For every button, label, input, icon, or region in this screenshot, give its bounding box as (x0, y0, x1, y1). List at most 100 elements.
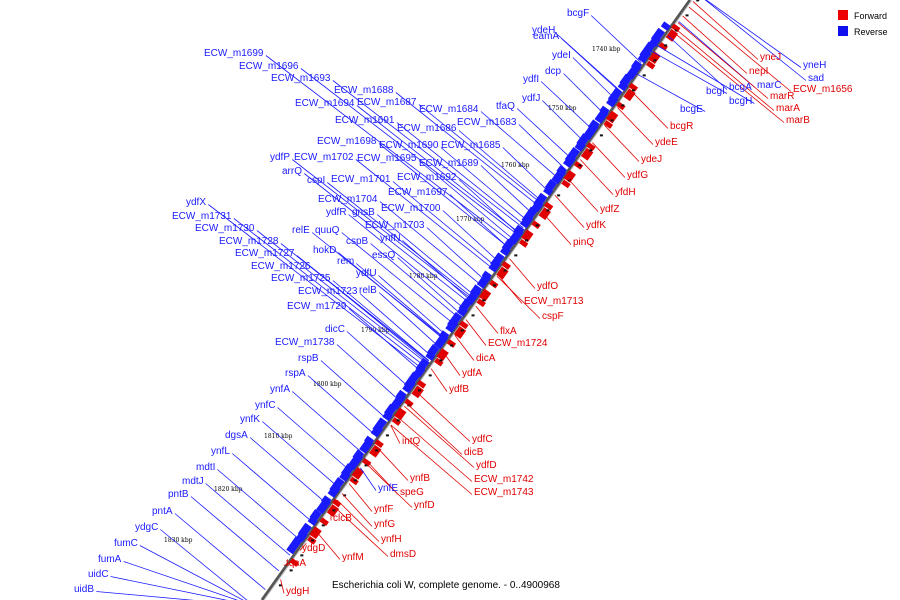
gene-glyph[interactable] (508, 227, 524, 245)
gene-glyph[interactable] (594, 108, 609, 124)
gene-label[interactable]: ECW_m1731 (172, 211, 232, 222)
gene-glyph[interactable] (605, 110, 619, 124)
gene-label[interactable]: ECW_m1689 (419, 158, 479, 169)
gene-label[interactable]: rspA (285, 368, 306, 379)
gene-label[interactable]: ydfD (476, 460, 497, 471)
gene-label[interactable]: yneJ (760, 52, 781, 63)
gene-label[interactable]: ECW_m1683 (457, 117, 517, 128)
gene-glyph[interactable] (361, 457, 372, 467)
gene-label[interactable]: uidC (88, 569, 109, 580)
gene-label[interactable]: sad (808, 73, 824, 84)
gene-glyph[interactable] (518, 238, 529, 248)
gene-label[interactable]: yfdH (615, 187, 636, 198)
gene-glyph[interactable] (582, 122, 599, 140)
gene-label[interactable]: ydfK (586, 220, 606, 231)
gene-label[interactable]: gnsB (352, 207, 375, 218)
gene-label[interactable]: ECW_m1696 (239, 61, 299, 72)
gene-label[interactable]: ECW_m1691 (335, 115, 395, 126)
gene-label[interactable]: bcgH (729, 96, 752, 107)
gene-glyph[interactable] (623, 88, 636, 102)
gene-label[interactable]: marA (776, 103, 800, 114)
gene-label[interactable]: ydfB (449, 384, 469, 395)
gene-label[interactable]: ECW_m1699 (204, 48, 264, 59)
gene-label[interactable]: bcgE (680, 104, 703, 115)
gene-glyph[interactable] (416, 379, 427, 389)
gene-label[interactable]: ECW_m1698 (317, 136, 377, 147)
gene-glyph[interactable] (586, 142, 596, 152)
gene-glyph[interactable] (501, 261, 511, 270)
gene-label[interactable]: ECW_m1738 (275, 337, 335, 348)
gene-glyph[interactable] (476, 298, 486, 308)
gene-glyph[interactable] (453, 326, 467, 339)
gene-glyph[interactable] (390, 392, 406, 410)
gene-glyph[interactable] (519, 213, 534, 229)
gene-label[interactable]: ydfP (270, 152, 290, 163)
gene-glyph[interactable] (394, 407, 407, 421)
gene-label[interactable]: dmsD (390, 549, 416, 560)
gene-label[interactable]: ECW_m1723 (298, 286, 358, 297)
gene-glyph[interactable] (543, 201, 554, 211)
gene-label[interactable]: ydfA (462, 368, 482, 379)
gene-glyph[interactable] (456, 305, 469, 317)
gene-label[interactable]: ydgD (302, 543, 325, 554)
gene-label[interactable]: flxA (500, 326, 517, 337)
gene-label[interactable]: rem (337, 256, 354, 267)
gene-label[interactable]: ECW_m1688 (334, 85, 394, 96)
gene-label[interactable]: ECW_m1694 (295, 98, 355, 109)
gene-label[interactable]: hokD (313, 245, 336, 256)
gene-label[interactable]: ydfJ (522, 93, 540, 104)
gene-label[interactable]: ECW_m1728 (219, 236, 279, 247)
gene-label[interactable]: fumA (98, 554, 122, 565)
gene-label[interactable]: ynfD (414, 500, 435, 511)
gene-label[interactable]: essQ (372, 250, 396, 261)
gene-glyph[interactable] (561, 179, 571, 189)
gene-label[interactable]: bcgR (670, 121, 693, 132)
gene-glyph[interactable] (411, 385, 424, 399)
gene-label[interactable]: mdtJ (182, 476, 204, 487)
gene-label[interactable]: uidB (74, 584, 94, 595)
gene-glyph[interactable] (404, 398, 414, 408)
gene-glyph[interactable] (563, 154, 576, 168)
gene-label[interactable]: ydfZ (600, 204, 619, 215)
gene-label[interactable]: ynfK (240, 414, 260, 425)
gene-glyph[interactable] (339, 470, 351, 482)
gene-glyph[interactable] (286, 536, 303, 555)
gene-label[interactable]: ECW_m1686 (397, 123, 457, 134)
gene-glyph[interactable] (478, 288, 492, 302)
gene-label[interactable]: eamA (533, 31, 559, 42)
gene-glyph[interactable] (374, 439, 384, 449)
gene-glyph[interactable] (573, 160, 584, 170)
gene-glyph[interactable] (332, 498, 342, 508)
gene-glyph[interactable] (446, 339, 457, 348)
gene-glyph[interactable] (574, 140, 586, 152)
gene-glyph[interactable] (351, 466, 365, 480)
gene-label[interactable]: ydfO (537, 281, 558, 292)
gene-glyph[interactable] (327, 484, 341, 498)
gene-label[interactable]: arrQ (282, 166, 302, 177)
gene-label[interactable]: ynfL (211, 446, 230, 457)
gene-label[interactable]: cspI (307, 175, 325, 186)
gene-glyph[interactable] (637, 48, 652, 64)
gene-label[interactable]: mdtI (196, 462, 215, 473)
gene-glyph[interactable] (465, 287, 482, 305)
gene-glyph[interactable] (603, 120, 614, 129)
gene-label[interactable]: ECW_m1685 (441, 140, 501, 151)
gene-label[interactable]: fumC (114, 538, 138, 549)
gene-glyph[interactable] (616, 101, 626, 111)
gene-label[interactable]: dicC (325, 324, 345, 335)
gene-label[interactable]: ECW_m1692 (397, 172, 457, 183)
gene-label[interactable]: dgsA (225, 430, 248, 441)
gene-label[interactable]: nepI (749, 66, 768, 77)
gene-label[interactable]: ynfN (380, 233, 401, 244)
gene-label[interactable]: ECW_m1690 (379, 140, 439, 151)
gene-glyph[interactable] (289, 558, 300, 567)
gene-glyph[interactable] (307, 516, 318, 526)
gene-label[interactable]: clcB (333, 513, 352, 524)
gene-glyph[interactable] (665, 29, 679, 42)
gene-label[interactable]: ECW_m1702 (294, 152, 354, 163)
gene-label[interactable]: ynfB (410, 473, 430, 484)
gene-label[interactable]: ydeJ (641, 154, 662, 165)
gene-label[interactable]: intQ (402, 436, 421, 447)
gene-glyph[interactable] (646, 60, 656, 70)
gene-glyph[interactable] (391, 417, 402, 426)
